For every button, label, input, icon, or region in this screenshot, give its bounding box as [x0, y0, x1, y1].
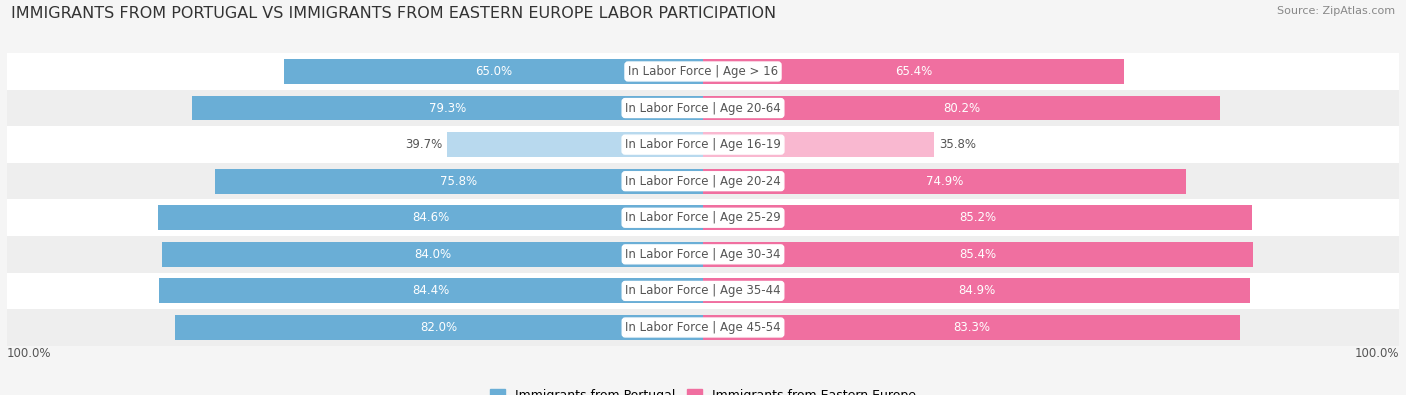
Bar [215, 169, 703, 194]
Text: In Labor Force | Age 45-54: In Labor Force | Age 45-54 [626, 321, 780, 334]
Bar [0, 126, 1406, 163]
Bar [0, 163, 1406, 199]
Text: In Labor Force | Age > 16: In Labor Force | Age > 16 [628, 65, 778, 78]
Text: 85.2%: 85.2% [959, 211, 995, 224]
Bar [703, 242, 1253, 267]
Text: 65.0%: 65.0% [475, 65, 512, 78]
Text: 100.0%: 100.0% [1354, 347, 1399, 360]
Bar [703, 59, 1125, 84]
Bar [0, 273, 1406, 309]
Text: 84.0%: 84.0% [413, 248, 451, 261]
Bar [157, 205, 703, 230]
Text: In Labor Force | Age 20-24: In Labor Force | Age 20-24 [626, 175, 780, 188]
Text: 79.3%: 79.3% [429, 102, 467, 115]
Bar [0, 53, 1406, 90]
Bar [0, 309, 1406, 346]
Bar [159, 278, 703, 303]
Text: 84.6%: 84.6% [412, 211, 449, 224]
Bar [0, 236, 1406, 273]
Text: 65.4%: 65.4% [896, 65, 932, 78]
Text: In Labor Force | Age 25-29: In Labor Force | Age 25-29 [626, 211, 780, 224]
Text: Source: ZipAtlas.com: Source: ZipAtlas.com [1277, 6, 1395, 16]
Bar [703, 169, 1185, 194]
Bar [162, 242, 703, 267]
Text: In Labor Force | Age 35-44: In Labor Force | Age 35-44 [626, 284, 780, 297]
Text: 100.0%: 100.0% [7, 347, 52, 360]
Text: 80.2%: 80.2% [943, 102, 980, 115]
Bar [703, 315, 1240, 340]
Legend: Immigrants from Portugal, Immigrants from Eastern Europe: Immigrants from Portugal, Immigrants fro… [485, 384, 921, 395]
Text: 75.8%: 75.8% [440, 175, 477, 188]
Text: 83.3%: 83.3% [953, 321, 990, 334]
Bar [193, 96, 703, 120]
Text: 74.9%: 74.9% [925, 175, 963, 188]
Bar [703, 132, 934, 157]
Text: In Labor Force | Age 16-19: In Labor Force | Age 16-19 [626, 138, 780, 151]
Bar [703, 205, 1253, 230]
Text: 84.9%: 84.9% [957, 284, 995, 297]
Text: 82.0%: 82.0% [420, 321, 457, 334]
Bar [0, 199, 1406, 236]
Bar [703, 278, 1250, 303]
Text: 35.8%: 35.8% [939, 138, 976, 151]
Text: 39.7%: 39.7% [405, 138, 441, 151]
Bar [703, 96, 1220, 120]
Bar [284, 59, 703, 84]
Text: In Labor Force | Age 30-34: In Labor Force | Age 30-34 [626, 248, 780, 261]
Text: 84.4%: 84.4% [412, 284, 450, 297]
Bar [174, 315, 703, 340]
Bar [447, 132, 703, 157]
Text: In Labor Force | Age 20-64: In Labor Force | Age 20-64 [626, 102, 780, 115]
Bar [0, 90, 1406, 126]
Text: IMMIGRANTS FROM PORTUGAL VS IMMIGRANTS FROM EASTERN EUROPE LABOR PARTICIPATION: IMMIGRANTS FROM PORTUGAL VS IMMIGRANTS F… [11, 6, 776, 21]
Text: 85.4%: 85.4% [960, 248, 997, 261]
